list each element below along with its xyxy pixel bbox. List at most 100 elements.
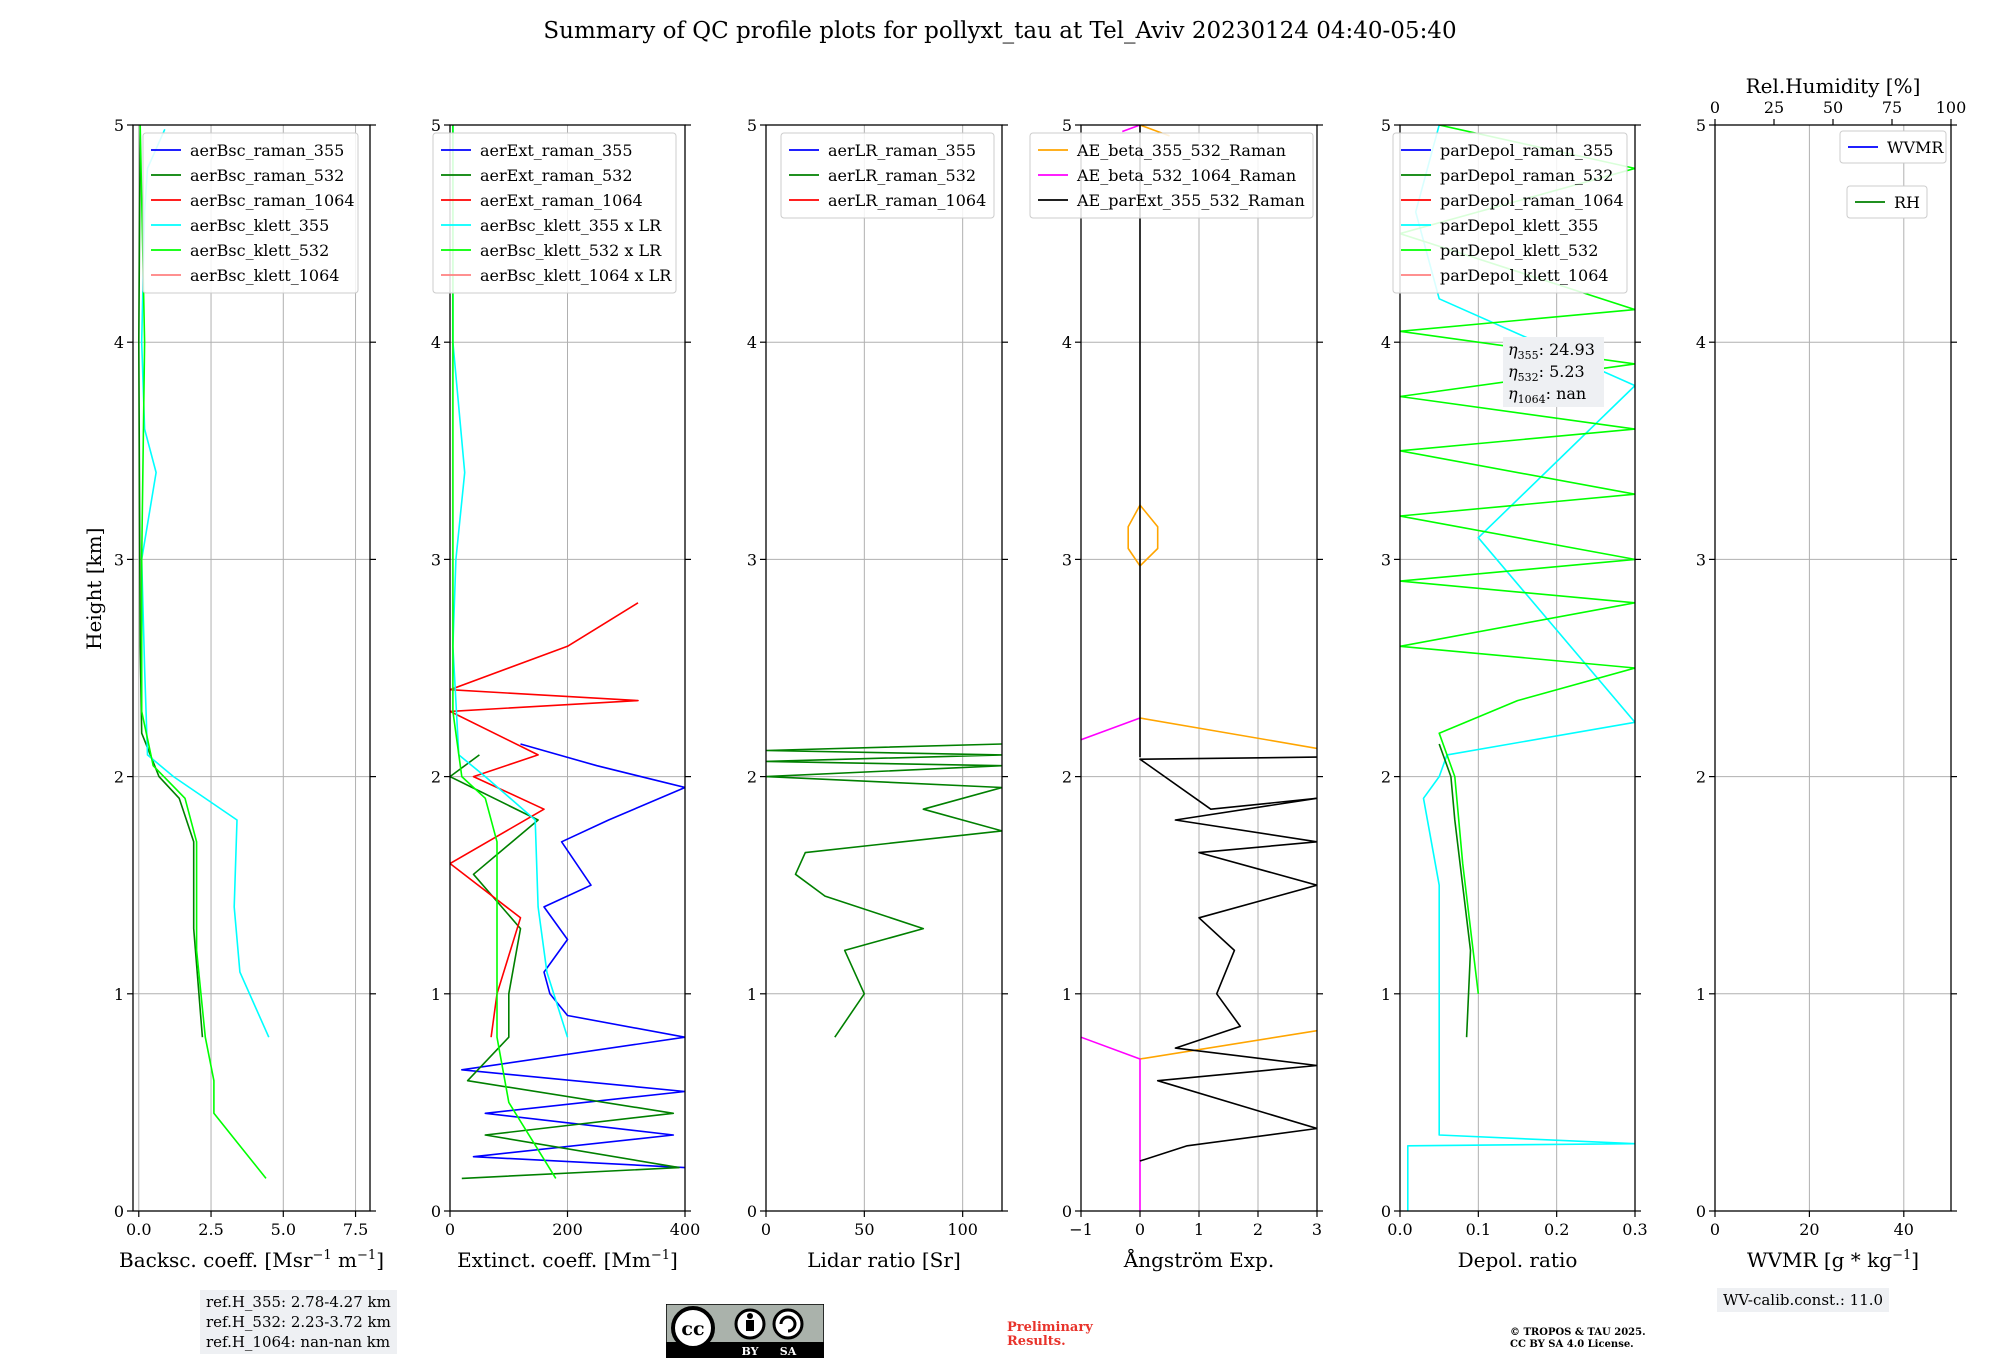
ref-height-box: ref.H_355: 2.78-4.27 km ref.H_532: 2.23-… bbox=[200, 1290, 397, 1354]
top-axis-label: Rel.Humidity [%] bbox=[1746, 74, 1921, 98]
ref-height-355: ref.H_355: 2.78-4.27 km bbox=[206, 1293, 391, 1311]
legend: AE_beta_355_532_Raman AE_beta_532_1064_Ra… bbox=[1029, 132, 1314, 219]
x-tick-label: −1 bbox=[1069, 1220, 1093, 1239]
eta-part: 532 bbox=[1518, 371, 1539, 384]
legend-box bbox=[142, 132, 359, 294]
y-tick-label: 1 bbox=[1062, 985, 1072, 1004]
eta-part: : nan bbox=[1546, 384, 1587, 403]
x-axis-label: Depol. ratio bbox=[1458, 1248, 1578, 1272]
axes-frame bbox=[765, 124, 1003, 1212]
y-tick-label: 4 bbox=[1381, 333, 1391, 352]
x-label-text: Depol. ratio bbox=[1458, 1248, 1578, 1272]
x-tick-label: 0 bbox=[445, 1220, 455, 1239]
legend-entry: aerBsc_klett_532 x LR bbox=[480, 241, 662, 260]
top-x-tick-label: 50 bbox=[1823, 98, 1843, 117]
series-line-AE_beta_355_532_Raman_loop bbox=[1127, 504, 1159, 567]
legend-box bbox=[1029, 132, 1314, 219]
y-tick-label: 0 bbox=[431, 1202, 441, 1221]
y-tick-label: 5 bbox=[1696, 116, 1706, 135]
legend-entry: parDepol_klett_1064 bbox=[1440, 266, 1609, 285]
series-line-parDepol_raman_532 bbox=[1438, 743, 1472, 1038]
legend-entry: aerExt_raman_532 bbox=[480, 166, 633, 185]
eta-part: η bbox=[1508, 384, 1518, 403]
series-line-AE_beta_532_1064_Raman_top bbox=[1122, 125, 1141, 133]
panel-depol: 0.0 0.1 0.2 0.3 0 1 2 3 4 5 Depol. ratio parDepol_r… bbox=[1381, 116, 1648, 1272]
y-tick-label: 2 bbox=[114, 768, 124, 787]
x-tick-label: 200 bbox=[552, 1220, 583, 1239]
x-label-text: Ångström Exp. bbox=[1123, 1247, 1274, 1272]
panel-wvmr: 0 20 40 0 1 2 3 4 5 WVMR [g * kg−1] 0 25 50 75 100 Rel.… bbox=[1696, 74, 1966, 1272]
y-tick-label: 3 bbox=[114, 550, 124, 569]
x-label-end: ] bbox=[376, 1248, 384, 1272]
legend-entry: aerLR_raman_355 bbox=[828, 141, 976, 160]
x-label-text: Lidar ratio [Sr] bbox=[807, 1248, 961, 1272]
x-tick-label: 0.3 bbox=[1622, 1220, 1647, 1239]
legend: aerLR_raman_355 aerLR_raman_532 aerLR_rama… bbox=[780, 132, 995, 219]
x-axis-label: WVMR [g * kg−1] bbox=[1747, 1248, 1919, 1272]
x-tick-label: 100 bbox=[947, 1220, 978, 1239]
y-tick-label: 5 bbox=[1381, 116, 1391, 135]
y-tick-label: 0 bbox=[1696, 1202, 1706, 1221]
y-tick-label: 0 bbox=[1381, 1202, 1391, 1221]
legend-box-wvmr bbox=[1839, 130, 1947, 164]
x-tick-label: 2 bbox=[1253, 1220, 1263, 1239]
y-tick-label: 4 bbox=[114, 333, 124, 352]
legend: aerExt_raman_355 aerExt_raman_532 aerExt_r… bbox=[432, 132, 677, 294]
preliminary-note: Preliminary Results. bbox=[1007, 1321, 1093, 1349]
y-tick-label: 4 bbox=[1062, 333, 1072, 352]
legend-entry: parDepol_raman_355 bbox=[1440, 141, 1613, 160]
y-tick-label: 3 bbox=[1696, 550, 1706, 569]
x-label-text: WVMR [g * kg bbox=[1747, 1248, 1892, 1272]
y-tick-label: 1 bbox=[114, 985, 124, 1004]
cc-by-text: BY bbox=[742, 1345, 759, 1358]
wv-calib-text: WV-calib.const.: 11.0 bbox=[1723, 1291, 1884, 1309]
y-tick-label: 2 bbox=[747, 768, 757, 787]
series-line-AE_beta_355_532_Raman bbox=[1139, 1029, 1317, 1060]
y-tick-label: 3 bbox=[431, 550, 441, 569]
series-line-parDepol_klett_532 bbox=[1400, 125, 1635, 994]
legend-entry: aerBsc_klett_532 bbox=[190, 241, 329, 260]
x-label-sup: −1 bbox=[313, 1248, 332, 1263]
legend-entry: AE_beta_532_1064_Raman bbox=[1076, 166, 1296, 185]
legend-entry: aerLR_raman_1064 bbox=[828, 191, 986, 210]
x-label-mid: m bbox=[332, 1248, 357, 1272]
legend-entry: aerExt_raman_355 bbox=[480, 141, 633, 160]
x-label-text: Extinct. coeff. [Mm bbox=[457, 1248, 651, 1272]
copyright-line-1: © TROPOS & TAU 2025. bbox=[1510, 1327, 1646, 1338]
legend-entry: parDepol_klett_355 bbox=[1440, 216, 1598, 235]
y-tick-label: 2 bbox=[1062, 768, 1072, 787]
series-line-aerExt_raman_532 bbox=[450, 754, 680, 1180]
series-line-AE_beta_532_1064_Raman_upper bbox=[1081, 717, 1141, 741]
x-axis-label: Backsc. coeff. [Msr−1 m−1] bbox=[119, 1248, 384, 1272]
x-tick-label: 1 bbox=[1194, 1220, 1204, 1239]
axes-frame bbox=[1399, 124, 1636, 1212]
series-group bbox=[450, 125, 685, 1180]
x-label-end: ] bbox=[1911, 1248, 1919, 1272]
legend: WVMR RH bbox=[1839, 130, 1947, 219]
x-tick-label: 0 bbox=[761, 1220, 771, 1239]
series-line-AE_beta_532_1064_Raman bbox=[1081, 1036, 1141, 1211]
y-tick-label: 2 bbox=[431, 768, 441, 787]
panel-backscatter: 0.0 2.5 5.0 7.5 0 1 2 3 4 5 Backsc. coeff. [Msr−1 … bbox=[114, 116, 384, 1272]
wv-calib-box: WV-calib.const.: 11.0 bbox=[1717, 1288, 1890, 1312]
legend-entry: aerBsc_klett_1064 x LR bbox=[480, 266, 672, 285]
legend: parDepol_raman_355 parDepol_raman_532 parD… bbox=[1392, 132, 1628, 294]
ref-height-1064: ref.H_1064: nan-nan km bbox=[206, 1333, 391, 1351]
legend-entry: AE_parExt_355_532_Raman bbox=[1076, 191, 1305, 210]
y-tick-label: 3 bbox=[747, 550, 757, 569]
legend-entry: parDepol_raman_532 bbox=[1440, 166, 1613, 185]
y-tick-label: 0 bbox=[1062, 1202, 1072, 1221]
eta-part: η bbox=[1508, 362, 1518, 381]
series-line-aerLR_raman_532 bbox=[766, 743, 1002, 1038]
eta-part: 355 bbox=[1518, 349, 1539, 362]
legend-box bbox=[432, 132, 677, 294]
x-tick-label: 5.0 bbox=[271, 1220, 296, 1239]
y-tick-label: 2 bbox=[1696, 768, 1706, 787]
top-x-tick-label: 0 bbox=[1710, 98, 1720, 117]
eta-part: 1064 bbox=[1518, 393, 1546, 406]
legend-entry: aerExt_raman_1064 bbox=[480, 191, 643, 210]
top-x-tick-label: 75 bbox=[1882, 98, 1902, 117]
copyright-line-2: CC BY SA 4.0 License. bbox=[1510, 1339, 1634, 1350]
y-tick-label: 5 bbox=[431, 116, 441, 135]
